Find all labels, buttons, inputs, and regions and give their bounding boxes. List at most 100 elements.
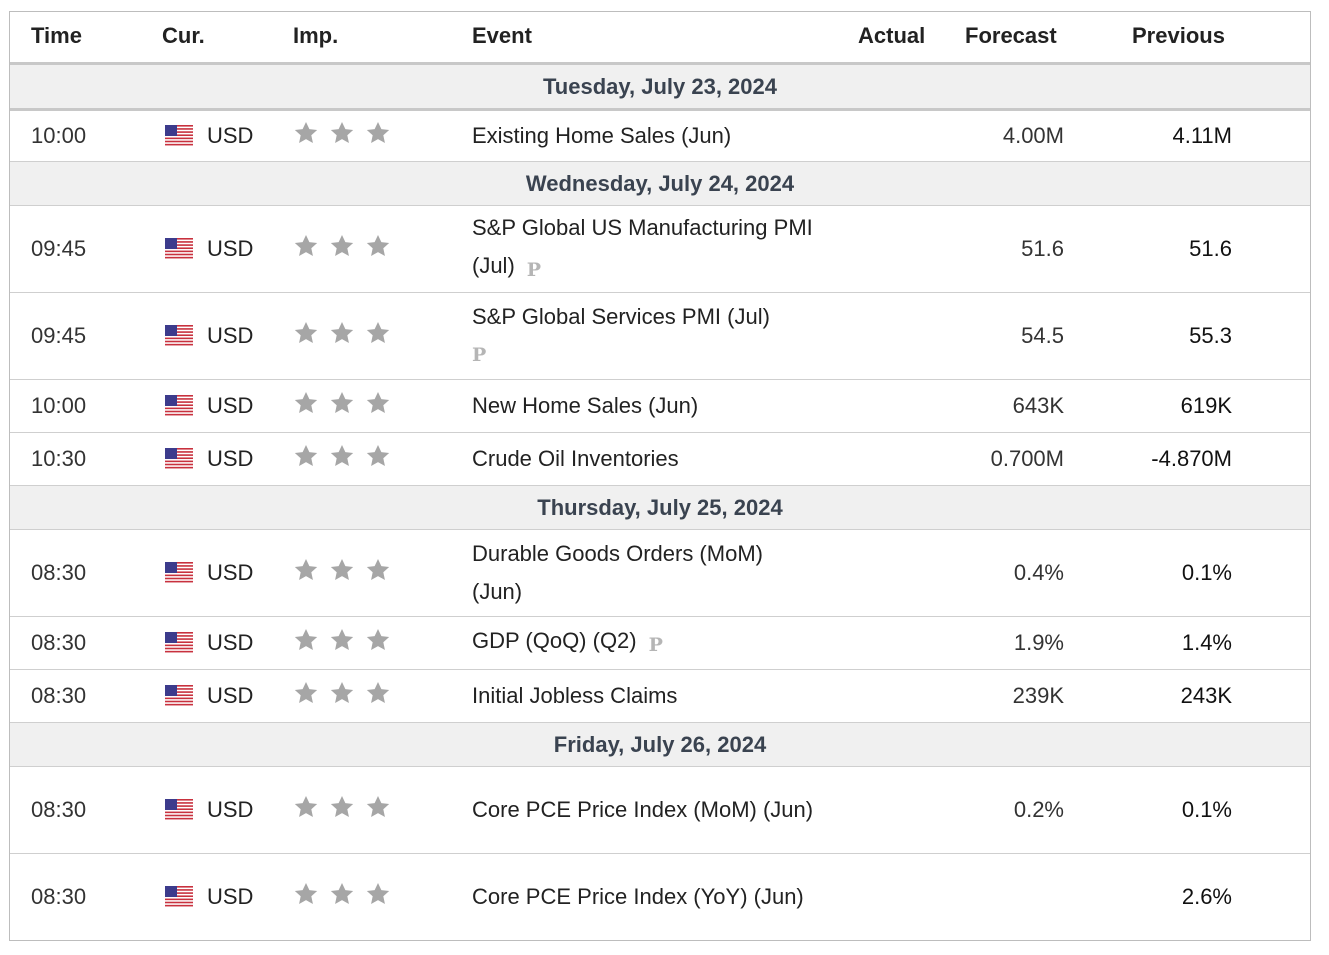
event-time: 09:45 — [31, 236, 87, 261]
header-event[interactable]: Event — [472, 23, 532, 48]
event-name[interactable]: New Home Sales (Jun) — [472, 387, 817, 425]
event-time: 09:45 — [31, 323, 87, 348]
table-row[interactable]: 08:30 USD Core PCE Price Index (MoM) (Jun)… — [10, 767, 1310, 854]
star-icon — [293, 557, 319, 589]
star-icon — [293, 120, 319, 152]
event-name[interactable]: Core PCE Price Index (MoM) (Jun) — [472, 791, 817, 829]
event-name[interactable]: S&P Global Services PMI (Jul) P — [472, 298, 817, 374]
table-row[interactable]: 09:45 USD S&P Global US Manufacturing PMI … — [10, 206, 1310, 293]
preliminary-icon[interactable]: P — [648, 634, 663, 656]
importance-stars — [293, 390, 391, 422]
star-icon — [365, 881, 391, 913]
header-previous[interactable]: Previous — [1132, 23, 1225, 48]
event-time: 08:30 — [31, 797, 87, 822]
table-row[interactable]: 10:00 USD New Home Sales (Jun) 643K 619K — [10, 380, 1310, 433]
importance-stars — [293, 233, 391, 265]
preliminary-icon[interactable]: P — [526, 259, 542, 281]
table-row[interactable]: 08:30 USD Durable Goods Orders (MoM) (Jun)… — [10, 530, 1310, 617]
importance-stars — [293, 794, 391, 826]
us-flag-icon — [165, 685, 193, 707]
star-icon — [293, 627, 319, 659]
star-icon — [329, 443, 355, 475]
event-forecast: 1.9% — [1013, 630, 1064, 655]
table-row[interactable]: 10:00 USD Existing Home Sales (Jun) 4.00M 4.… — [10, 111, 1310, 162]
event-time: 08:30 — [31, 884, 87, 909]
table-row[interactable]: 08:30 USD Initial Jobless Claims 239K 243K — [10, 670, 1310, 723]
table-header: Time Cur. Imp. Event Actual Forecast Pre… — [10, 12, 1310, 65]
star-icon — [293, 390, 319, 422]
header-actual[interactable]: Actual — [858, 23, 926, 48]
day-header: Thursday, July 25, 2024 — [10, 486, 1310, 530]
event-previous: 1.4% — [1181, 630, 1232, 655]
event-name[interactable]: Durable Goods Orders (MoM) (Jun) — [472, 535, 817, 611]
star-icon — [329, 233, 355, 265]
event-currency: USD — [207, 630, 254, 655]
event-previous: 55.3 — [1189, 323, 1232, 348]
star-icon — [293, 680, 319, 712]
us-flag-icon — [165, 886, 193, 908]
table-row[interactable]: 09:45 USD S&P Global Services PMI (Jul) P 54… — [10, 293, 1310, 380]
table-row[interactable]: 08:30 USD Core PCE Price Index (YoY) (Jun)… — [10, 854, 1310, 940]
header-currency[interactable]: Cur. — [162, 23, 205, 48]
event-currency: USD — [207, 323, 254, 348]
event-currency: USD — [207, 797, 254, 822]
event-name-text[interactable]: New Home Sales (Jun) — [472, 393, 699, 418]
event-name-text[interactable]: Existing Home Sales (Jun) — [472, 123, 732, 148]
table-body: Tuesday, July 23, 2024 10:00 USD Existing H… — [10, 65, 1310, 940]
event-previous: 51.6 — [1189, 236, 1232, 261]
header-time[interactable]: Time — [31, 23, 82, 48]
us-flag-icon — [165, 448, 193, 470]
event-forecast: 51.6 — [1021, 236, 1064, 261]
star-icon — [365, 627, 391, 659]
day-header: Friday, July 26, 2024 — [10, 723, 1310, 767]
star-icon — [293, 320, 319, 352]
importance-stars — [293, 320, 391, 352]
event-name[interactable]: Existing Home Sales (Jun) — [472, 117, 817, 155]
event-name-text[interactable]: Durable Goods Orders (MoM) (Jun) — [472, 541, 763, 604]
event-name-text[interactable]: Initial Jobless Claims — [472, 683, 678, 708]
event-time: 08:30 — [31, 683, 87, 708]
event-forecast: 239K — [1012, 683, 1064, 708]
star-icon — [293, 233, 319, 265]
event-name-text[interactable]: Core PCE Price Index (MoM) (Jun) — [472, 797, 814, 822]
header-importance[interactable]: Imp. — [293, 23, 339, 48]
star-icon — [365, 390, 391, 422]
star-icon — [293, 794, 319, 826]
day-header: Tuesday, July 23, 2024 — [10, 65, 1310, 111]
us-flag-icon — [165, 325, 193, 347]
us-flag-icon — [165, 125, 193, 147]
event-forecast: 643K — [1012, 393, 1064, 418]
event-currency: USD — [207, 560, 254, 585]
event-currency: USD — [207, 884, 254, 909]
event-name[interactable]: Core PCE Price Index (YoY) (Jun) — [472, 878, 817, 916]
importance-stars — [293, 443, 391, 475]
table-row[interactable]: 10:30 USD Crude Oil Inventories 0.700M -4.87… — [10, 433, 1310, 486]
importance-stars — [293, 627, 391, 659]
event-name[interactable]: S&P Global US Manufacturing PMI (Jul) P — [472, 209, 817, 289]
event-previous: -4.870M — [1151, 446, 1232, 471]
star-icon — [293, 881, 319, 913]
header-forecast[interactable]: Forecast — [965, 23, 1057, 48]
event-previous: 0.1% — [1181, 560, 1232, 585]
event-time: 08:30 — [31, 560, 87, 585]
event-name-text[interactable]: Crude Oil Inventories — [472, 446, 679, 471]
event-name[interactable]: Crude Oil Inventories — [472, 440, 817, 478]
event-name[interactable]: GDP (QoQ) (Q2) P — [472, 622, 817, 664]
star-icon — [365, 120, 391, 152]
event-name[interactable]: Initial Jobless Claims — [472, 677, 817, 715]
event-name-text[interactable]: Core PCE Price Index (YoY) (Jun) — [472, 884, 804, 909]
star-icon — [365, 320, 391, 352]
star-icon — [329, 390, 355, 422]
event-time: 10:00 — [31, 123, 87, 148]
event-name-text[interactable]: S&P Global Services PMI (Jul) — [472, 304, 770, 329]
star-icon — [365, 794, 391, 826]
importance-stars — [293, 557, 391, 589]
table-row[interactable]: 08:30 USD GDP (QoQ) (Q2) P 1.9% 1.4% — [10, 617, 1310, 670]
star-icon — [329, 557, 355, 589]
importance-stars — [293, 881, 391, 913]
us-flag-icon — [165, 632, 193, 654]
event-previous: 243K — [1180, 683, 1232, 708]
event-name-text[interactable]: GDP (QoQ) (Q2) — [472, 628, 637, 653]
event-name-text[interactable]: S&P Global US Manufacturing PMI (Jul) — [472, 215, 813, 278]
preliminary-icon[interactable]: P — [472, 344, 487, 366]
